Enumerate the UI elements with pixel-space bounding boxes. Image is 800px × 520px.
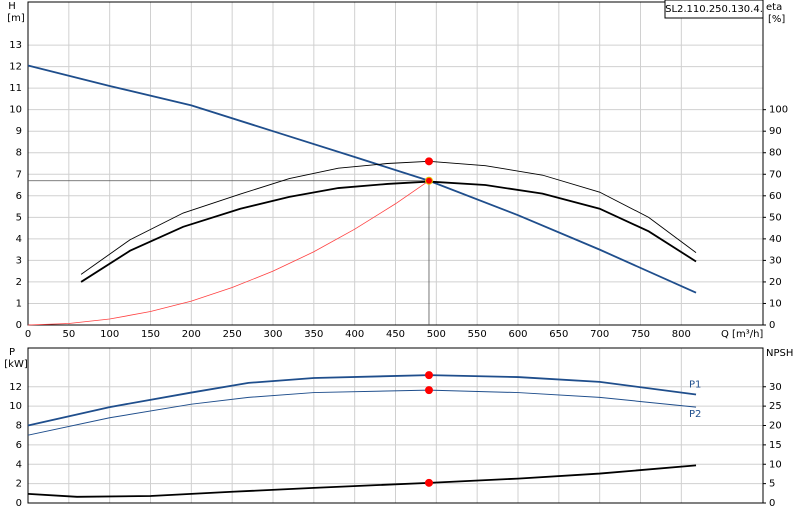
y2-tick-label: 5 (769, 479, 775, 490)
y2-tick-label: 30 (769, 255, 782, 266)
x-axis-title: Q [m³/h] (721, 329, 763, 340)
plot-frame (27, 1, 764, 326)
x-tick-label: 250 (223, 329, 242, 340)
y2-tick-label: 20 (769, 421, 782, 432)
y-tick-label: 6 (16, 191, 22, 202)
x-tick-label: 550 (468, 329, 487, 340)
y-tick-label: 8 (16, 421, 22, 432)
x-tick-label: 700 (590, 329, 609, 340)
y-tick-label: 8 (16, 148, 22, 159)
operating-point (424, 176, 433, 185)
y2-tick-label: 15 (769, 440, 782, 451)
y-tick-label: 5 (16, 212, 22, 223)
y-tick-label: 4 (16, 459, 22, 470)
y2-tick-label: 90 (769, 126, 782, 137)
y-tick-label: 2 (16, 277, 22, 288)
operating-point (424, 386, 433, 395)
x-tick-label: 100 (100, 329, 119, 340)
operating-point (424, 371, 433, 380)
y2-tick-label: 0 (769, 320, 775, 331)
y2-axis-title: NPSH (766, 348, 793, 359)
y2-axis-title: eta (766, 2, 782, 13)
operating-point (424, 157, 433, 166)
y-tick-label: 0 (16, 498, 22, 509)
x-tick-label: 450 (386, 329, 405, 340)
y-tick-label: 1 (16, 298, 22, 309)
y-tick-label: 12 (9, 382, 22, 393)
y2-tick-label: 80 (769, 148, 782, 159)
y2-tick-label: 20 (769, 277, 782, 288)
y2-tick-label: 10 (769, 298, 782, 309)
y-axis-unit: [m] (7, 13, 25, 24)
curve (27, 180, 430, 326)
y2-tick-label: 0 (769, 498, 775, 509)
y2-tick-label: 60 (769, 191, 782, 202)
y-tick-label: 11 (9, 83, 22, 94)
curve (27, 389, 697, 436)
curve-label: P2 (689, 409, 701, 420)
x-tick-label: 800 (672, 329, 691, 340)
y-tick-label: 12 (9, 62, 22, 73)
y-tick-label: 2 (16, 479, 22, 490)
y2-tick-label: 50 (769, 212, 782, 223)
x-tick-label: 200 (182, 329, 201, 340)
curve (80, 160, 697, 275)
y2-tick-label: 100 (769, 105, 788, 116)
x-tick-label: 350 (304, 329, 323, 340)
y-axis-unit: [kW] (4, 359, 28, 370)
y-tick-label: 4 (16, 234, 22, 245)
curve (80, 180, 697, 283)
curve (27, 374, 697, 427)
curve (27, 64, 697, 294)
curve (27, 464, 697, 498)
curve-label: P1 (689, 380, 701, 391)
y2-tick-label: 30 (769, 382, 782, 393)
x-tick-label: 400 (345, 329, 364, 340)
model-box (664, 0, 764, 19)
y-tick-label: 3 (16, 255, 22, 266)
x-tick-label: 50 (62, 329, 75, 340)
x-tick-label: 300 (263, 329, 282, 340)
y-tick-label: 6 (16, 440, 22, 451)
x-tick-label: 600 (508, 329, 527, 340)
x-tick-label: 750 (631, 329, 650, 340)
y-axis-title: H (8, 1, 16, 12)
y-tick-label: 0 (16, 320, 22, 331)
x-tick-label: 650 (549, 329, 568, 340)
y2-tick-label: 25 (769, 401, 782, 412)
model-label: SL2.110.250.130.4. (665, 4, 763, 15)
y2-tick-label: 70 (769, 169, 782, 180)
x-tick-label: 500 (427, 329, 446, 340)
y2-axis-unit: [%] (768, 14, 785, 25)
y-tick-label: 10 (9, 401, 22, 412)
y-tick-label: 10 (9, 105, 22, 116)
y-tick-label: 7 (16, 169, 22, 180)
x-tick-label: 0 (25, 329, 31, 340)
y2-tick-label: 10 (769, 459, 782, 470)
y-tick-label: 13 (9, 40, 22, 51)
x-tick-label: 150 (141, 329, 160, 340)
y-tick-label: 9 (16, 126, 22, 137)
y2-tick-label: 40 (769, 234, 782, 245)
y-axis-title: P (9, 347, 15, 358)
operating-point (424, 478, 433, 487)
